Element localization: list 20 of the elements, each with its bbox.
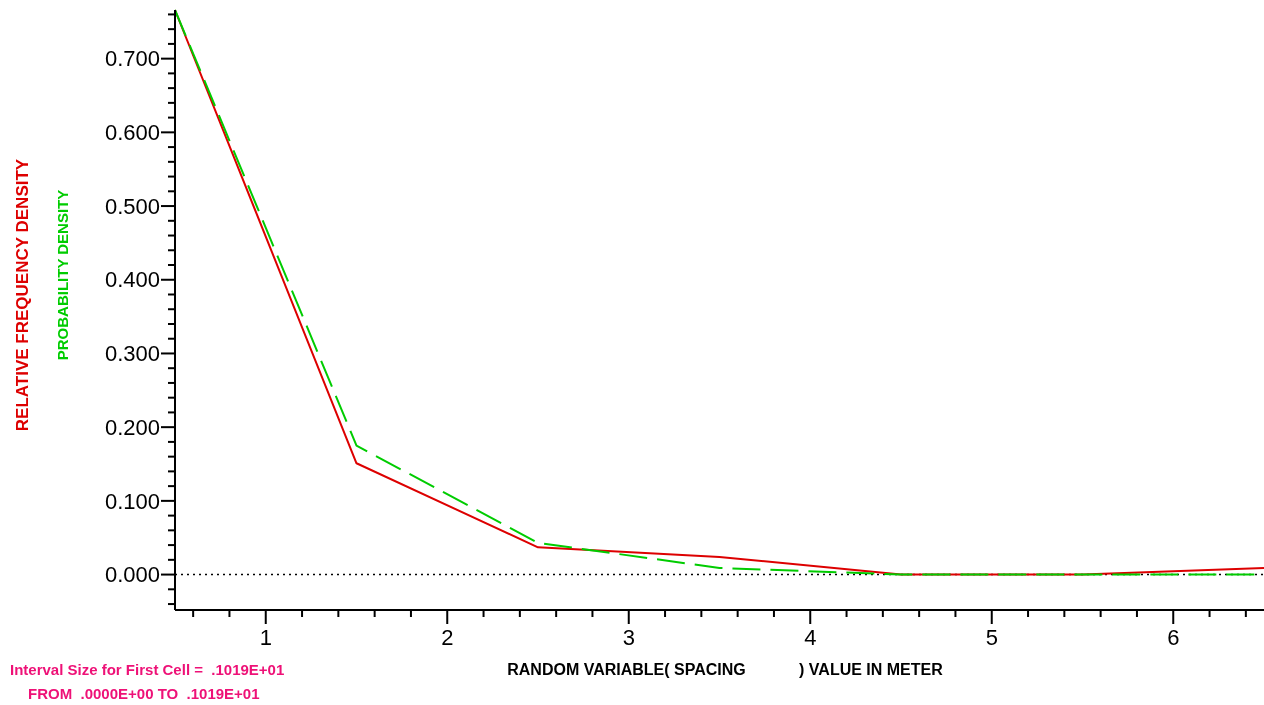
text: PROBABILITY DENSITY	[54, 189, 71, 361]
line-series	[174, 9, 1264, 576]
text: FROM .0000E+00 TO .1019E+01	[28, 685, 260, 702]
y-tick-label: 0.600	[104, 120, 160, 146]
y-tick-label: 0.200	[104, 414, 160, 440]
x-tick-label: 1	[259, 625, 272, 650]
y-tick-label: 0.100	[104, 488, 160, 514]
y-tick-label: 0.700	[104, 46, 160, 72]
y-tick-label: 0.300	[104, 341, 160, 367]
text: RELATIVE FREQUENCY DENSITY	[13, 158, 32, 432]
y-tick-label: 0.000	[104, 562, 160, 588]
y-tick-label: 0.500	[104, 193, 160, 219]
x-tick-label: 6	[1167, 625, 1180, 650]
x-tick-label: 5	[985, 625, 998, 650]
y-tick-label: 0.400	[104, 267, 160, 293]
x-tick-label: 2	[441, 625, 454, 650]
x-tick-label: 4	[804, 625, 817, 650]
x-tick-label: 3	[622, 625, 635, 650]
x-axis-title: RANDOM VARIABLE( SPACING ) VALUE IN METER	[507, 661, 944, 678]
text: Interval Size for First Cell = .1019E+01	[10, 661, 285, 678]
